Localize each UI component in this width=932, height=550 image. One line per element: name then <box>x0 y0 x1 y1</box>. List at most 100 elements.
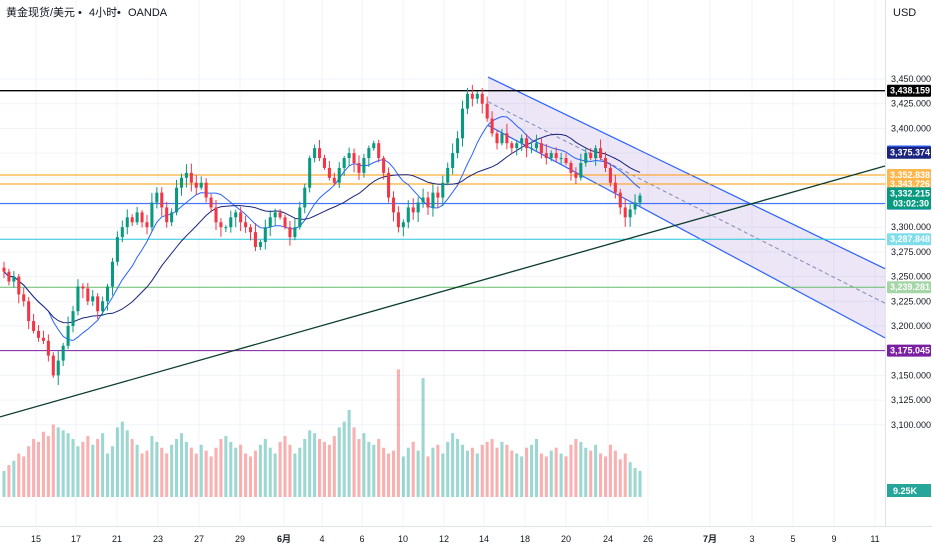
candle-body <box>579 162 583 178</box>
price-axis[interactable]: 3,450.0003,425.0003,400.0003,375.0003,35… <box>891 74 931 430</box>
interval-label[interactable]: 4小时 <box>89 6 117 19</box>
volume-bar <box>599 453 603 497</box>
candle-body <box>332 177 336 183</box>
candle-body <box>475 93 479 99</box>
candle-body <box>515 143 519 149</box>
trendline <box>0 165 886 418</box>
candle-body <box>520 138 524 144</box>
volume-bar <box>244 453 248 497</box>
volume-bar <box>224 436 228 497</box>
current-price-tag-bg <box>887 187 931 210</box>
candle-body <box>490 118 494 134</box>
candle-body <box>184 172 188 178</box>
time-axis[interactable]: 15 17 21 23 27 29 6月 4 6 10 12 14 18 20 24 26 7月 3 5 9 11 <box>31 534 880 544</box>
level-price-tag-bg <box>887 84 931 97</box>
candle-body <box>179 177 184 188</box>
price-tick-label: 3,400.000 <box>891 123 931 133</box>
volume-bar <box>594 444 598 497</box>
candle-body <box>115 237 119 262</box>
volume-bar <box>140 453 144 497</box>
candle-body <box>51 355 55 376</box>
time-tick-label: 21 <box>112 534 122 544</box>
price-tick-label: 3,100.000 <box>891 420 931 430</box>
time-tick-label: 26 <box>643 534 653 544</box>
volume-bar <box>362 433 366 497</box>
level-price-tag: 3,239.281 <box>890 282 930 292</box>
volume-bar <box>12 460 16 497</box>
volume-bar <box>569 444 573 497</box>
channel-upper-line <box>487 76 886 270</box>
candle-body <box>569 162 573 173</box>
candle-body <box>56 360 60 376</box>
candle-body <box>2 267 6 272</box>
candle-body <box>594 148 598 159</box>
candle-body <box>347 153 351 159</box>
candle-body <box>160 192 164 208</box>
volume-bar <box>460 444 465 497</box>
candle-body <box>470 93 474 99</box>
volume-bar <box>401 456 405 497</box>
candle-body <box>81 286 85 289</box>
price-tick-label: 3,425.000 <box>891 99 931 109</box>
volume-bar <box>559 453 563 497</box>
volume-bar <box>495 447 499 497</box>
volume-bar <box>293 453 297 497</box>
volume-bar <box>574 439 578 497</box>
volume-bar <box>219 439 223 497</box>
candle-body <box>239 212 243 223</box>
volume-bar <box>421 378 425 497</box>
level-price-tag: 3,175.045 <box>890 346 930 356</box>
volume-bar <box>130 439 134 497</box>
volume-bar <box>76 446 80 497</box>
channel-lower-line <box>487 124 886 339</box>
volume-bar <box>431 447 435 497</box>
volume-bar <box>525 447 529 497</box>
candle-body <box>495 133 499 144</box>
candle-body <box>263 227 267 243</box>
candle-body <box>96 296 100 312</box>
volume-bar <box>480 444 484 497</box>
current-price-tag: 3,332.215 <box>890 188 930 198</box>
volume-bar <box>278 441 282 497</box>
candle-body <box>584 153 588 163</box>
candle-body <box>451 153 455 168</box>
price-tick-label: 3,225.000 <box>891 296 931 306</box>
candle-body <box>61 345 65 361</box>
time-tick-label: 6月 <box>277 534 291 544</box>
candle-body <box>337 167 341 183</box>
price-tags: 3,438.1593,352.8383,343.7263,323.8443,28… <box>887 84 931 497</box>
volume-bar <box>115 427 119 497</box>
time-tick-label: 17 <box>71 534 81 544</box>
moving-averages <box>3 115 641 342</box>
candle-body <box>387 172 391 198</box>
volume-bar <box>613 450 617 497</box>
candle-body <box>248 227 253 233</box>
volume-bar <box>475 453 479 497</box>
volume-bar <box>51 424 55 497</box>
volume-bar <box>530 444 534 497</box>
candle-body <box>505 133 509 144</box>
price-tick-label: 3,450.000 <box>891 74 931 84</box>
volume-bar <box>564 456 568 497</box>
candle-body <box>155 192 159 203</box>
volume-bar <box>322 441 326 497</box>
symbol-name[interactable]: 黄金现货/美元 <box>6 5 75 19</box>
volume-bar <box>387 453 391 497</box>
currency-label[interactable]: USD <box>893 7 916 19</box>
candle-body <box>140 212 144 223</box>
volume-bar <box>451 433 455 497</box>
volume-bar <box>239 444 243 497</box>
candle-body <box>288 227 292 238</box>
horizontal-levels <box>0 89 885 352</box>
time-tick-label: 20 <box>561 534 571 544</box>
candle-body <box>71 311 75 326</box>
candle-body <box>234 212 238 218</box>
candle-body <box>603 158 608 168</box>
candle-body <box>189 172 193 183</box>
volume-bar <box>416 450 420 497</box>
volume-bar <box>589 450 593 497</box>
volume-bar <box>273 453 277 497</box>
candle-body <box>436 192 440 198</box>
candle-body <box>7 271 11 282</box>
